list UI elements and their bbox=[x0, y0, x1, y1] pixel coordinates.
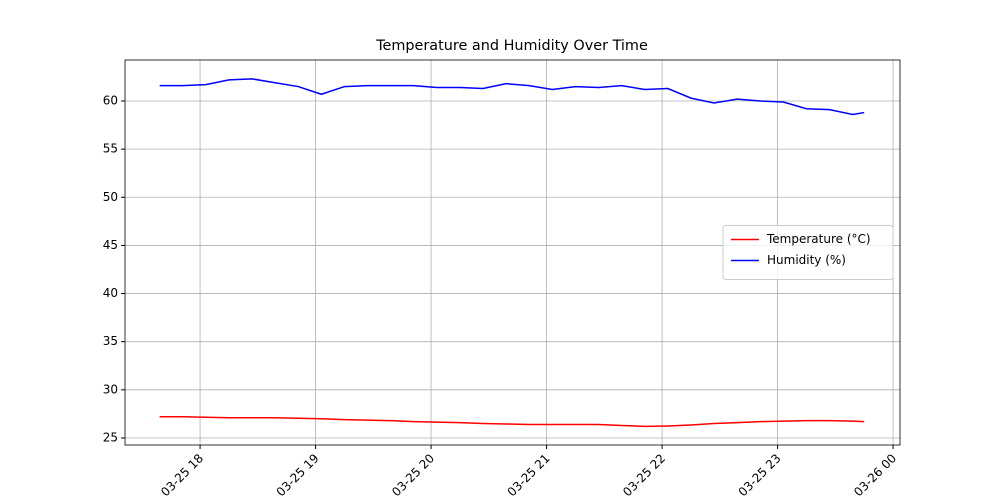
y-tick-label: 50 bbox=[103, 190, 118, 204]
legend-box bbox=[722, 225, 894, 280]
x-tick-label: 03-25 19 bbox=[274, 451, 322, 499]
legend-label: Temperature (°C) bbox=[766, 232, 871, 246]
y-tick-label: 60 bbox=[103, 94, 118, 108]
legend-label: Humidity (%) bbox=[767, 253, 846, 267]
legend: Temperature (°C) Humidity (%) bbox=[722, 225, 894, 280]
x-tick-label: 03-25 20 bbox=[389, 451, 437, 499]
x-tick-label: 03-25 21 bbox=[505, 451, 553, 499]
plot-frame bbox=[124, 59, 901, 446]
x-tick-label: 03-25 23 bbox=[736, 451, 784, 499]
data-line bbox=[159, 416, 865, 428]
y-tick-label: 45 bbox=[103, 238, 118, 252]
y-tick-label: 30 bbox=[103, 382, 118, 396]
x-tick-label: 03-25 18 bbox=[158, 451, 206, 499]
y-tick-label: 55 bbox=[103, 142, 118, 156]
chart-title: Temperature and Humidity Over Time bbox=[375, 38, 648, 54]
x-tick-label: 03-26 00 bbox=[851, 451, 899, 499]
y-tick-label: 35 bbox=[103, 334, 118, 348]
x-tick-label: 03-25 22 bbox=[620, 451, 668, 499]
y-tick-label: 40 bbox=[103, 286, 118, 300]
data-line bbox=[159, 78, 865, 116]
y-tick-label: 25 bbox=[103, 430, 118, 444]
